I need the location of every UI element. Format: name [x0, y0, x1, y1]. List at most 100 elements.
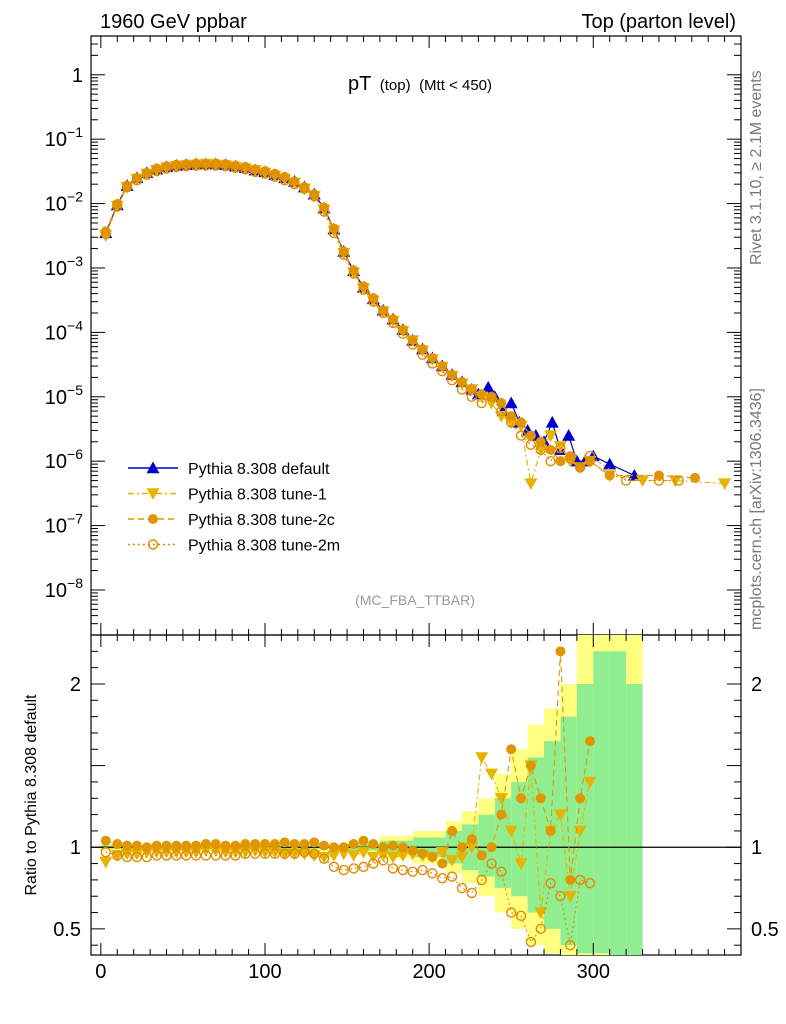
- data-point: [620, 475, 632, 486]
- series-line: [105, 163, 635, 477]
- data-point: [504, 396, 518, 409]
- ratio-data-point: [496, 866, 507, 877]
- data-point: [545, 455, 556, 467]
- ratio-data-point: [525, 936, 537, 948]
- ratio-data-point: [309, 848, 320, 859]
- ratio-data-point: [327, 850, 341, 862]
- analysis-tag: (MC_FBA_TTBAR): [355, 592, 475, 608]
- data-point: [210, 158, 221, 169]
- ratio-data-point: [515, 910, 527, 922]
- x-tick-label: 300: [577, 961, 610, 983]
- data-point: [476, 397, 487, 409]
- data-point: [112, 201, 123, 212]
- ratio-data-point: [407, 845, 418, 856]
- ratio-data-point: [210, 850, 221, 861]
- stat-uncertainty-band: [626, 683, 643, 955]
- ratio-ylabel: Ratio to Pythia 8.308 default: [23, 694, 40, 896]
- ratio-data-point: [555, 891, 566, 902]
- ratio-data-point: [122, 840, 133, 851]
- data-point: [565, 451, 576, 462]
- y-tick-label: 10−5: [45, 382, 83, 409]
- mcplots-label: mcplots.cern.ch [arXiv:1306.3436]: [748, 388, 765, 630]
- ratio-data-point: [151, 850, 162, 861]
- ratio-data-point: [368, 838, 379, 849]
- data-point: [230, 160, 241, 171]
- ratio-data-point: [288, 848, 302, 861]
- data-point: [562, 429, 576, 441]
- data-point: [417, 344, 428, 355]
- data-point: [397, 328, 409, 340]
- data-point: [427, 358, 438, 369]
- ratio-data-point: [496, 809, 507, 820]
- data-point: [279, 175, 290, 186]
- stat-uncertainty-band: [478, 814, 495, 877]
- data-point: [387, 317, 399, 329]
- ratio-data-point: [141, 851, 153, 863]
- data-point: [161, 163, 172, 174]
- plot-title-sub: (top): [380, 77, 411, 94]
- ratio-data-point: [358, 861, 369, 873]
- ratio-data-point: [348, 863, 359, 874]
- ratio-y-tick-label-right: 0.5: [751, 919, 779, 941]
- data-point: [555, 442, 566, 454]
- ratio-data-point: [200, 850, 212, 861]
- series-line: [105, 162, 696, 479]
- data-point: [476, 389, 487, 400]
- data-point: [190, 160, 202, 171]
- ratio-data-point: [299, 838, 310, 849]
- ratio-data-point: [297, 848, 311, 861]
- y-tick-label: 10−7: [45, 511, 83, 538]
- legend-marker: [147, 539, 159, 550]
- plot-title-cut: (Mtt < 450): [419, 77, 492, 94]
- data-point: [545, 444, 556, 455]
- data-point: [318, 206, 330, 217]
- data-point: [388, 314, 399, 325]
- data-point: [377, 307, 389, 319]
- rivet-label: Rivet 3.1.10, ≥ 2.1M events: [748, 70, 765, 265]
- data-point: [289, 178, 300, 190]
- ratio-data-point: [387, 863, 399, 874]
- ratio-data-point: [553, 809, 567, 822]
- x-tick-label: 0: [95, 961, 106, 983]
- ratio-data-point: [348, 838, 359, 849]
- data-point: [171, 159, 182, 170]
- data-point: [456, 384, 468, 395]
- data-point: [466, 391, 478, 402]
- ratio-data-point: [228, 846, 242, 859]
- data-point: [338, 249, 349, 261]
- ratio-y-tick-label: 0.5: [53, 919, 81, 941]
- ratio-data-point: [220, 850, 231, 861]
- ratio-data-point: [160, 846, 174, 859]
- ratio-data-point: [388, 840, 399, 851]
- ratio-data-point: [269, 848, 281, 859]
- data-point: [181, 161, 192, 172]
- ratio-data-point: [171, 850, 182, 861]
- ratio-data-point: [121, 851, 133, 863]
- data-point: [348, 265, 359, 276]
- data-point: [653, 475, 665, 486]
- data-point: [220, 159, 231, 170]
- ratio-data-point: [151, 840, 162, 851]
- x-tick-label: 200: [412, 961, 445, 983]
- data-point: [466, 384, 477, 395]
- ratio-data-point: [171, 840, 182, 851]
- ratio-data-point: [230, 850, 241, 861]
- ratio-data-point: [565, 874, 576, 885]
- y-tick-label: 10−6: [45, 446, 83, 473]
- y-tick-label: 10−4: [45, 317, 83, 344]
- ratio-data-point: [219, 846, 233, 859]
- data-point: [545, 415, 559, 428]
- ratio-data-point: [465, 842, 479, 854]
- legend-marker: [146, 461, 160, 474]
- data-point: [368, 296, 379, 307]
- data-point: [210, 160, 221, 171]
- ratio-data-point: [516, 793, 527, 804]
- data-point: [456, 376, 467, 387]
- data-point: [200, 158, 211, 169]
- ratio-data-point: [279, 837, 290, 848]
- data-point: [141, 169, 153, 180]
- ratio-data-point: [565, 940, 576, 951]
- ratio-data-point: [584, 877, 596, 889]
- stat-uncertainty-band: [593, 651, 610, 954]
